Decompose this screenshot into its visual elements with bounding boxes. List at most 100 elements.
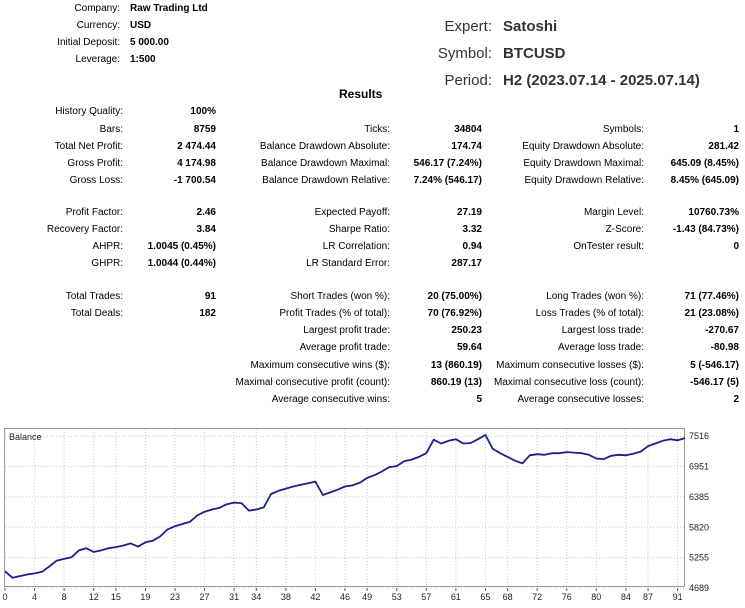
x-tick-label: 91 (673, 592, 683, 602)
profit-factor-value: 2.46 (196, 207, 216, 218)
x-tick-label: 8 (62, 592, 67, 602)
total-net-profit-label: Total Net Profit: (54, 141, 123, 152)
ticks-value: 34804 (454, 124, 482, 135)
y-tick-label: 5820 (689, 522, 709, 532)
leverage-label: Leverage: (75, 54, 120, 65)
expected-payoff-value: 27.19 (456, 207, 482, 218)
leverage-value: 1:500 (130, 54, 156, 65)
equity-drawdown-relative-value: 8.45% (645.09) (670, 175, 739, 186)
ontester-result-label: OnTester result: (573, 241, 644, 252)
ghpr-value: 1.0044 (0.44%) (147, 258, 216, 269)
x-tick-label: 53 (392, 592, 402, 602)
balance-series-line (4, 434, 686, 579)
lr-correlation-label: LR Correlation: (322, 241, 390, 252)
x-tick-label: 57 (421, 592, 431, 602)
x-tick-label: 76 (562, 592, 572, 602)
margin-level-label: Margin Level: (583, 207, 644, 218)
equity-drawdown-maximal-label: Equity Drawdown Maximal: (523, 158, 644, 169)
maximum-consecutive-losses-value: 5 (-546.17) (690, 360, 739, 371)
x-tick-label: 84 (621, 592, 631, 602)
y-tick-label: 5255 (689, 553, 709, 563)
y-tick-label: 6385 (689, 492, 709, 502)
history-quality-value: 100% (190, 106, 216, 117)
loss-trades-of-total-value: 21 (23.08%) (684, 308, 739, 319)
symbols-label: Symbols: (602, 124, 644, 135)
equity-drawdown-maximal-value: 645.09 (8.45%) (670, 158, 739, 169)
x-tick-label: 12 (89, 592, 99, 602)
profit-factor-label: Profit Factor: (65, 207, 123, 218)
average-consecutive-losses-value: 2 (733, 394, 739, 405)
symbol-value: BTCUSD (503, 45, 566, 62)
total-net-profit-value: 2 474.44 (177, 141, 216, 152)
ahpr-value: 1.0045 (0.45%) (147, 241, 216, 252)
lr-correlation-value: 0.94 (462, 241, 482, 252)
total-trades-label: Total Trades: (65, 291, 123, 302)
x-tick-label: 61 (451, 592, 461, 602)
x-tick-label: 42 (310, 592, 320, 602)
gross-loss-label: Gross Loss: (69, 175, 123, 186)
x-tick-label: 4 (32, 592, 37, 602)
results-title: Results (339, 87, 383, 101)
ontester-result-value: 0 (733, 241, 739, 252)
long-trades-won-value: 71 (77.46%) (684, 291, 739, 302)
ghpr-label: GHPR: (91, 258, 123, 269)
x-tick-label: 19 (140, 592, 150, 602)
expert-label: Expert: (444, 18, 492, 35)
average-profit-trade-label: Average profit trade: (299, 342, 390, 353)
bars-value: 8759 (193, 124, 216, 135)
x-tick-label: 31 (229, 592, 239, 602)
average-loss-trade-value: -80.98 (710, 342, 739, 353)
equity-drawdown-absolute-label: Equity Drawdown Absolute: (522, 141, 644, 152)
largest-loss-trade-value: -270.67 (705, 325, 739, 336)
margin-level-value: 10760.73% (688, 207, 739, 218)
short-trades-won-value: 20 (75.00%) (427, 291, 482, 302)
long-trades-won-label: Long Trades (won %): (546, 291, 644, 302)
sharpe-ratio-label: Sharpe Ratio: (328, 224, 390, 235)
equity-drawdown-relative-label: Equity Drawdown Relative: (524, 175, 645, 186)
x-tick-label: 0 (2, 592, 7, 602)
initial-deposit-value: 5 000.00 (130, 37, 169, 48)
short-trades-won-label: Short Trades (won %): (290, 291, 390, 302)
expected-payoff-label: Expected Payoff: (314, 207, 390, 218)
x-tick-label: 80 (591, 592, 601, 602)
lr-standard-error-label: LR Standard Error: (306, 258, 390, 269)
chart-title: Balance (9, 432, 42, 442)
balance-chart: 0 4 8 12 15 19 23 27 31 34 38 42 46 49 53 57 61 65 68 72 76 8… (2, 428, 709, 602)
company-label: Company: (74, 3, 120, 14)
total-deals-label: Total Deals: (70, 308, 123, 319)
symbols-value: 1 (733, 124, 739, 135)
total-deals-value: 182 (199, 308, 216, 319)
average-profit-trade-value: 59.64 (456, 342, 482, 353)
period-label: Period: (444, 72, 492, 89)
total-trades-value: 91 (204, 291, 216, 302)
average-loss-trade-label: Average loss trade: (558, 342, 644, 353)
x-tick-label: 65 (480, 592, 490, 602)
symbol-label: Symbol: (437, 45, 492, 62)
currency-label: Currency: (76, 20, 120, 31)
average-consecutive-losses-label: Average consecutive losses: (517, 394, 644, 405)
equity-drawdown-absolute-value: 281.42 (708, 141, 739, 152)
balance-drawdown-maximal-label: Balance Drawdown Maximal: (261, 158, 390, 169)
expert-value: Satoshi (503, 18, 558, 35)
x-tick-label: 38 (281, 592, 291, 602)
x-tick-label: 34 (251, 592, 261, 602)
profit-trades-of-total-label: Profit Trades (% of total): (279, 308, 390, 319)
x-tick-label: 15 (111, 592, 121, 602)
lr-standard-error-value: 287.17 (451, 258, 482, 269)
average-consecutive-wins-label: Average consecutive wins: (271, 394, 390, 405)
maximal-consecutive-profit-count-label: Maximal consecutive profit (count): (235, 377, 390, 388)
z-score-label: Z-Score: (605, 224, 644, 235)
x-tick-label: 46 (340, 592, 350, 602)
x-tick-label: 72 (532, 592, 542, 602)
gross-profit-label: Gross Profit: (67, 158, 123, 169)
gross-loss-value: -1 700.54 (173, 175, 216, 186)
recovery-factor-value: 3.84 (196, 224, 216, 235)
largest-profit-trade-label: Largest profit trade: (303, 325, 390, 336)
average-consecutive-wins-value: 5 (476, 394, 482, 405)
y-tick-label: 6951 (689, 462, 709, 472)
maximal-consecutive-loss-count-label: Maximal consecutive loss (count): (493, 377, 644, 388)
y-tick-label: 7516 (689, 431, 709, 441)
balance-drawdown-relative-value: 7.24% (546.17) (413, 175, 482, 186)
balance-drawdown-absolute-value: 174.74 (451, 141, 482, 152)
history-quality-label: History Quality: (55, 106, 123, 117)
